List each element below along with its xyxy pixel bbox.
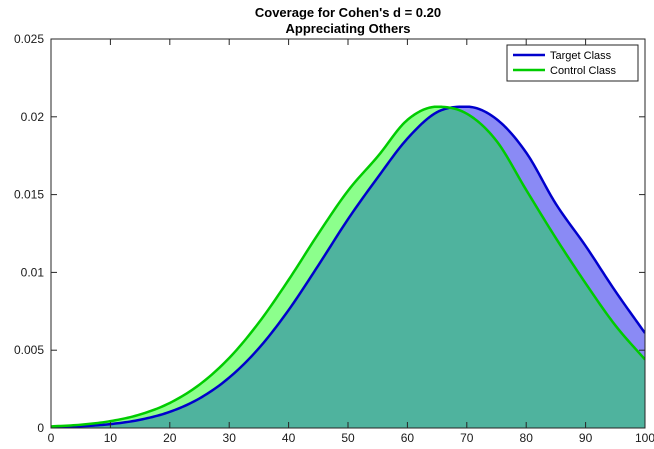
x-tick-label: 30 (223, 431, 237, 445)
chart-title: Coverage for Cohen's d = 0.20 (255, 5, 441, 20)
legend: Target Class Control Class (507, 45, 638, 81)
x-tick-label: 40 (282, 431, 296, 445)
x-tick-label: 80 (520, 431, 534, 445)
x-tick-label: 70 (460, 431, 474, 445)
y-tick-label: 0.01 (21, 265, 45, 279)
chart-subtitle: Appreciating Others (286, 21, 411, 36)
x-tick-label: 100 (635, 431, 654, 445)
y-tick-label: 0.02 (21, 110, 45, 124)
legend-label-1: Target Class (550, 50, 612, 62)
x-tick-label: 60 (401, 431, 415, 445)
y-tick-label: 0.005 (14, 343, 44, 357)
x-tick-label: 90 (579, 431, 593, 445)
x-tick-label: 10 (104, 431, 118, 445)
y-tick-label: 0 (37, 421, 44, 435)
x-tick-label: 0 (48, 431, 55, 445)
x-tick-label: 50 (341, 431, 355, 445)
y-tick-label: 0.015 (14, 188, 44, 202)
legend-label-2: Control Class (550, 65, 617, 77)
y-tick-label: 0.025 (14, 32, 44, 46)
x-tick-label: 20 (163, 431, 177, 445)
